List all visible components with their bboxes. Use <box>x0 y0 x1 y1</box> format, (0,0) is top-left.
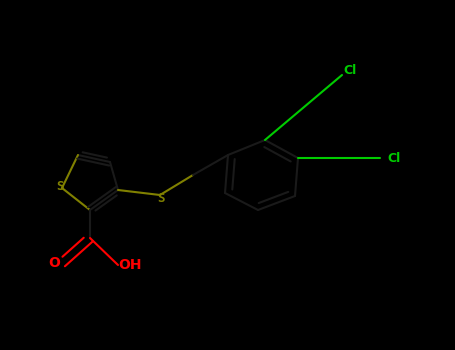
Text: OH: OH <box>118 258 142 272</box>
Text: S: S <box>56 181 64 194</box>
Text: O: O <box>48 256 60 270</box>
Text: Cl: Cl <box>344 63 357 77</box>
Text: Cl: Cl <box>387 152 400 164</box>
Text: S: S <box>157 191 165 204</box>
